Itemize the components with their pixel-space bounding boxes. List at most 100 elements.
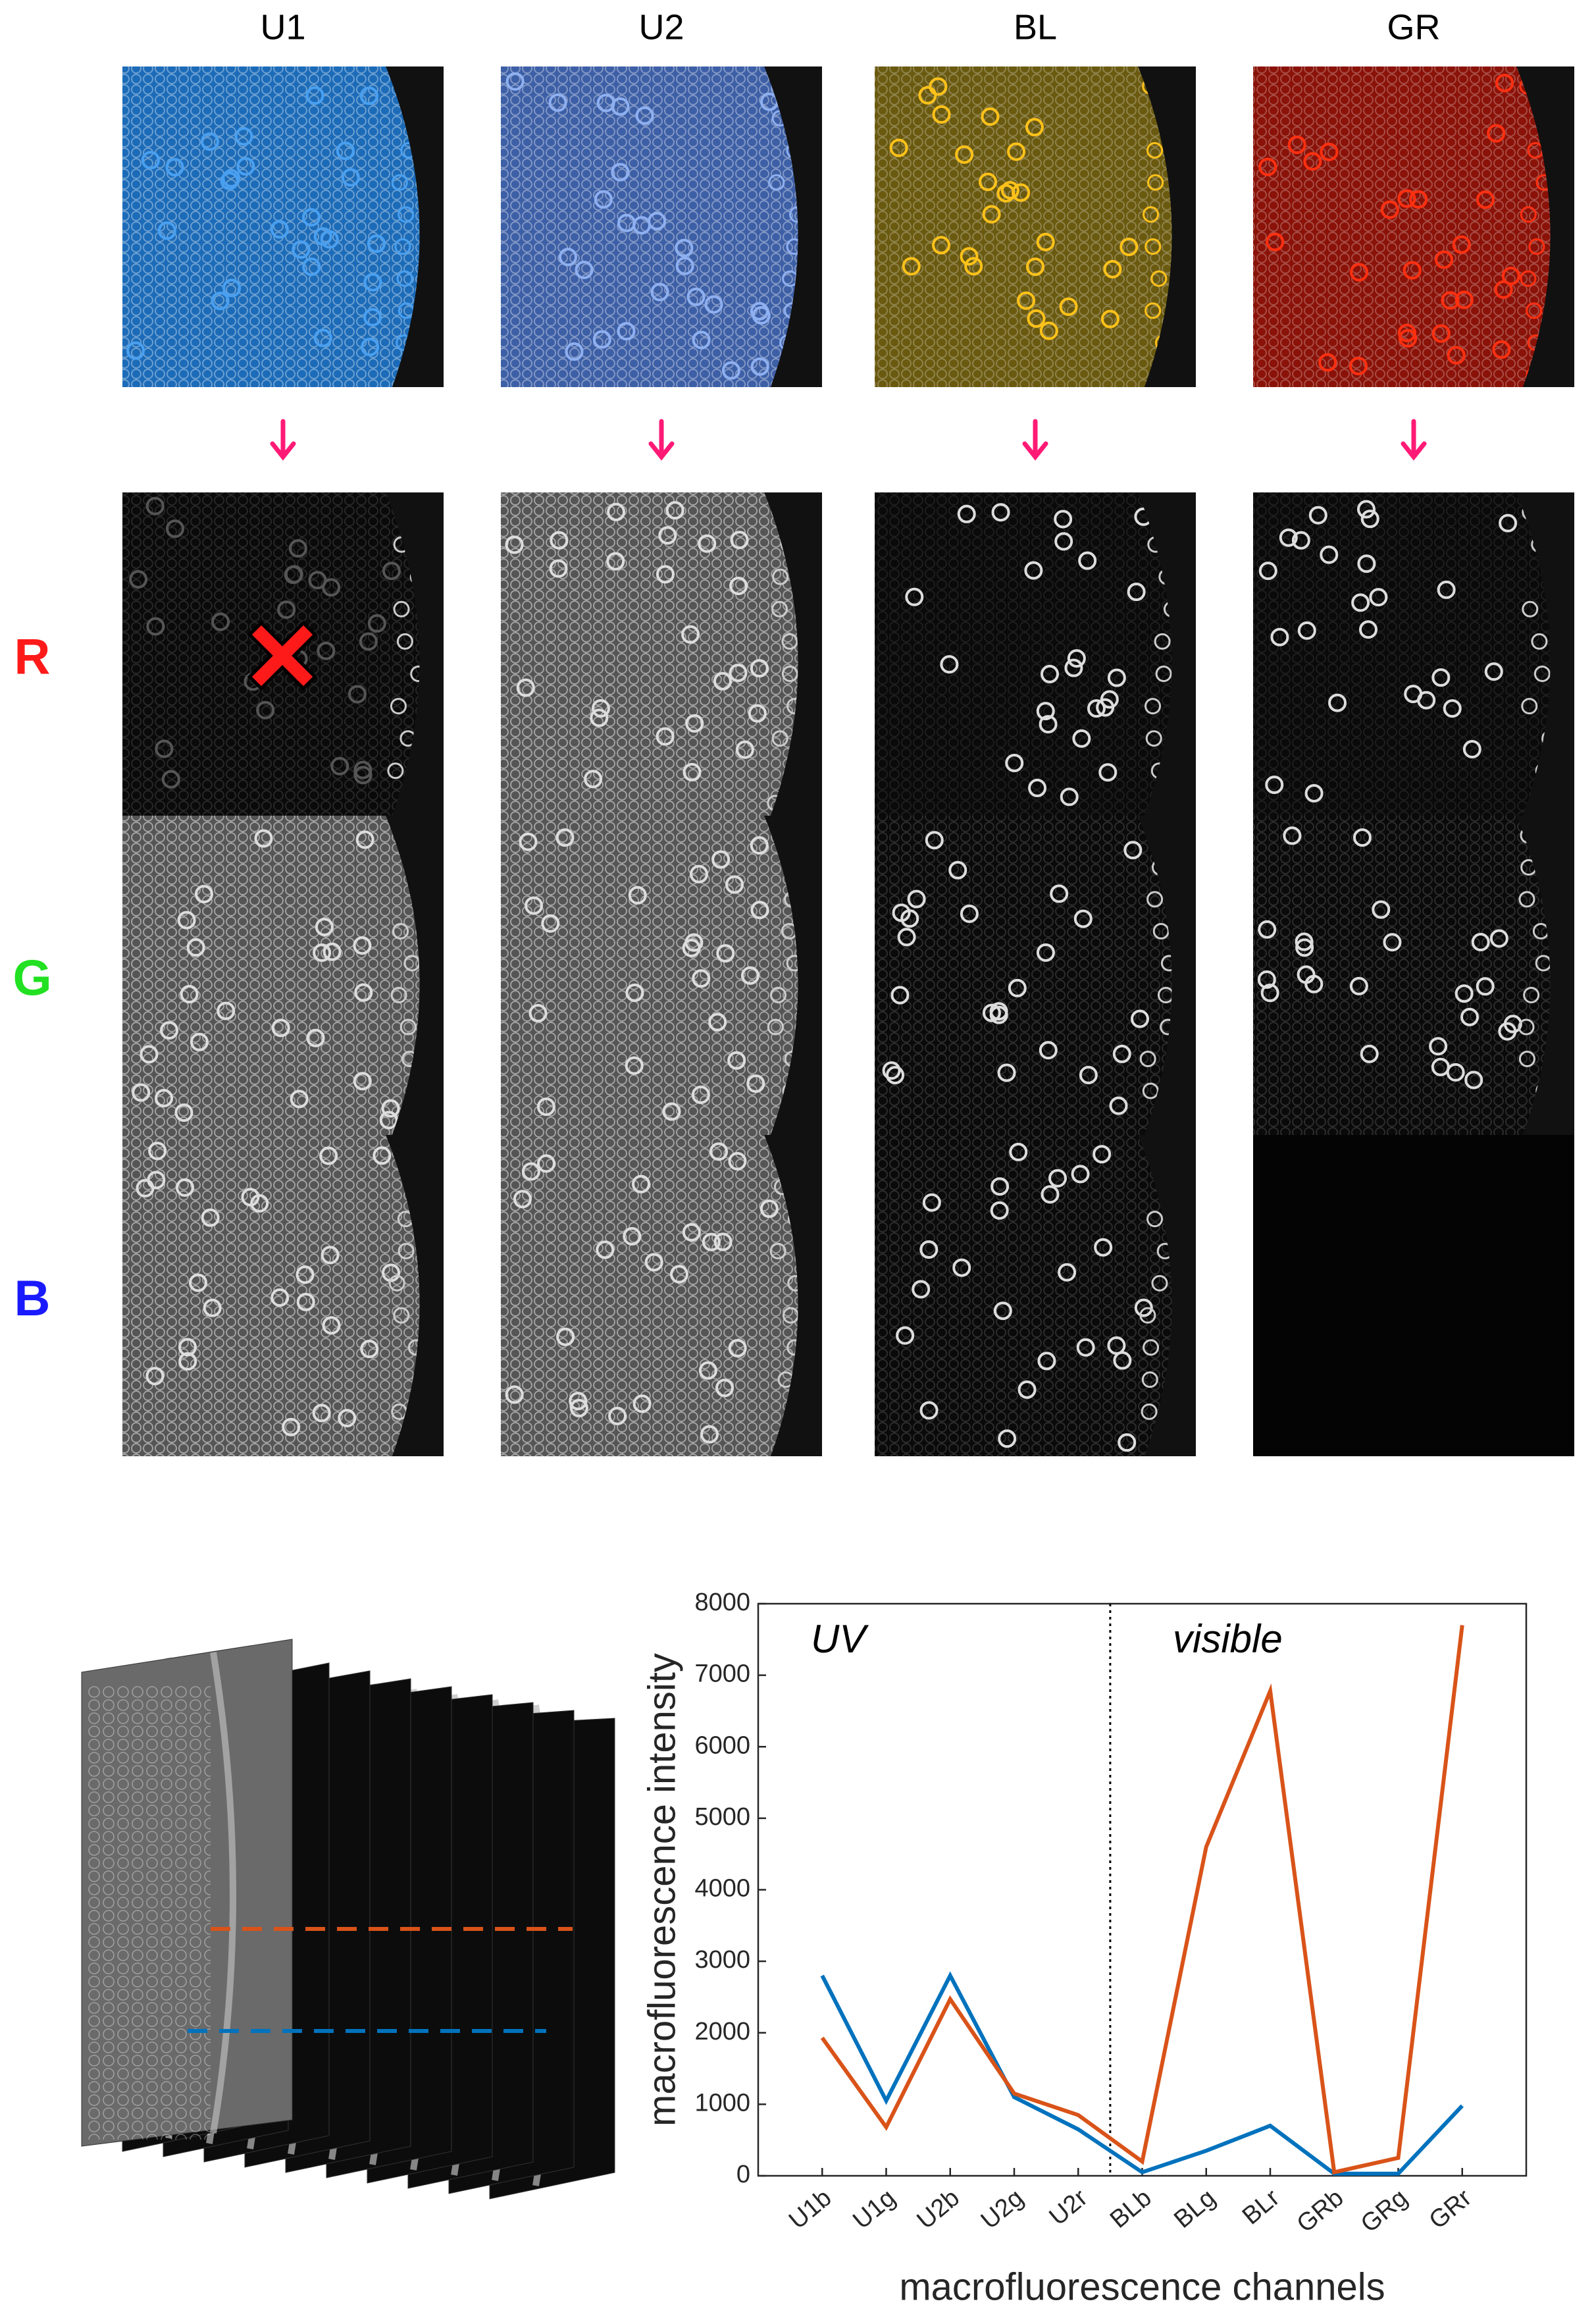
panel-spot bbox=[919, 1240, 939, 1259]
y-tick-label: 5000 bbox=[694, 1803, 750, 1831]
panel-edge-cell bbox=[390, 987, 407, 1003]
panel-spot bbox=[1039, 1041, 1058, 1060]
panel-spot bbox=[516, 678, 535, 697]
panel-cells bbox=[122, 816, 444, 1135]
panel-spot bbox=[931, 236, 950, 255]
panel-spot bbox=[669, 1265, 688, 1284]
image-panel-empty bbox=[1253, 1135, 1574, 1456]
row-label: G bbox=[13, 951, 51, 1007]
panel-spot bbox=[684, 933, 704, 952]
arrow bbox=[648, 419, 675, 461]
panel-spot bbox=[918, 86, 937, 105]
panel-spot bbox=[519, 832, 538, 851]
panel-spot bbox=[277, 600, 296, 619]
panel-spot bbox=[145, 496, 165, 515]
panel-edge-cell bbox=[1523, 987, 1540, 1003]
panel-edge-cell bbox=[1518, 891, 1535, 908]
y-tick-label: 8000 bbox=[694, 1589, 750, 1616]
panel-spot bbox=[559, 248, 578, 267]
image-panel bbox=[875, 492, 1196, 816]
panel-spot bbox=[575, 261, 594, 280]
panel-spot bbox=[178, 1352, 197, 1371]
panel-spot bbox=[1025, 257, 1044, 277]
row-label: B bbox=[14, 1271, 51, 1327]
panel-spot bbox=[1501, 267, 1520, 286]
panel-spot bbox=[1039, 715, 1058, 734]
panel-spot bbox=[1397, 323, 1416, 342]
image-panel bbox=[1253, 492, 1574, 816]
image-panel bbox=[122, 816, 444, 1135]
panel-spot bbox=[650, 282, 669, 302]
panel-spot bbox=[1036, 702, 1055, 721]
panel-spot bbox=[1024, 561, 1043, 580]
panel-edge-cell bbox=[1150, 270, 1168, 287]
panel-spot bbox=[1351, 593, 1370, 612]
panel-edge-cell bbox=[1522, 600, 1539, 618]
panel-spot bbox=[912, 1280, 931, 1299]
y-axis-label: macrofluorescence intensity bbox=[640, 1653, 683, 2126]
panel-spot bbox=[1397, 189, 1416, 208]
panel-spot bbox=[1431, 324, 1451, 343]
panel-spot bbox=[682, 762, 702, 781]
panel-spot bbox=[536, 1154, 555, 1173]
panel-spot bbox=[1356, 500, 1376, 519]
panel-spot bbox=[606, 552, 625, 571]
panel-spot bbox=[1005, 753, 1024, 772]
panel-edge-cell bbox=[1155, 666, 1172, 682]
panel-spot bbox=[632, 1394, 652, 1413]
panel-spot bbox=[750, 836, 769, 855]
arrow bbox=[270, 419, 296, 461]
panel-spot bbox=[1028, 778, 1047, 797]
image-panel bbox=[875, 66, 1196, 387]
panel-spot bbox=[907, 889, 926, 909]
stack-slice-edge bbox=[210, 1652, 236, 2134]
panel-edge-cell bbox=[396, 270, 413, 287]
panel-spot bbox=[1076, 1338, 1095, 1357]
panel-spot bbox=[584, 770, 603, 789]
panel-spot bbox=[555, 828, 575, 847]
panel-spot bbox=[1454, 984, 1474, 1003]
panel-edge-cell bbox=[768, 174, 785, 191]
panel-spot bbox=[702, 1232, 721, 1251]
panel-spot bbox=[656, 727, 675, 746]
panel-spot bbox=[689, 864, 708, 883]
panel-spot bbox=[312, 1404, 331, 1423]
panel-spot bbox=[536, 1097, 555, 1117]
panel-spot bbox=[234, 127, 253, 146]
panel-spot bbox=[126, 341, 145, 360]
panel-spot bbox=[1017, 1380, 1037, 1399]
panel-edge-cell bbox=[772, 568, 789, 585]
panel-spot bbox=[353, 766, 373, 785]
panel-spot bbox=[890, 986, 910, 1005]
panel-spot bbox=[548, 93, 567, 112]
panel-spot bbox=[1295, 938, 1314, 957]
stack-front-cells bbox=[86, 1685, 211, 2140]
panel-spot bbox=[290, 1090, 309, 1109]
panel-spot bbox=[556, 1327, 575, 1346]
panel-spot bbox=[1258, 157, 1277, 176]
panel-spot bbox=[1443, 699, 1462, 718]
panel-edge bbox=[1516, 66, 1574, 387]
panel-spot bbox=[628, 885, 647, 905]
panel-spot bbox=[746, 1074, 765, 1093]
image-panel bbox=[875, 816, 1196, 1135]
panel-spot bbox=[596, 1240, 615, 1259]
panel-spot bbox=[740, 966, 759, 985]
panel-spot bbox=[658, 526, 677, 545]
panel-spot bbox=[623, 1226, 642, 1246]
panel-edge-cell bbox=[1154, 633, 1171, 650]
panel-spot bbox=[217, 1001, 236, 1020]
panel-spot bbox=[1130, 1009, 1149, 1028]
x-tick-label: U1g bbox=[848, 2184, 900, 2234]
panel-edge bbox=[1138, 492, 1196, 816]
panel-edge-cell bbox=[393, 1307, 410, 1324]
panel-cells bbox=[875, 492, 1196, 816]
panel-spot bbox=[991, 503, 1010, 522]
panel-spot bbox=[1446, 1063, 1465, 1082]
panel-cells bbox=[875, 66, 1196, 387]
panel-spot bbox=[322, 1316, 341, 1335]
panel-spot bbox=[721, 361, 740, 380]
image-panel bbox=[875, 1135, 1196, 1456]
panel-cells bbox=[875, 816, 1196, 1135]
panel-spot bbox=[1320, 142, 1339, 161]
